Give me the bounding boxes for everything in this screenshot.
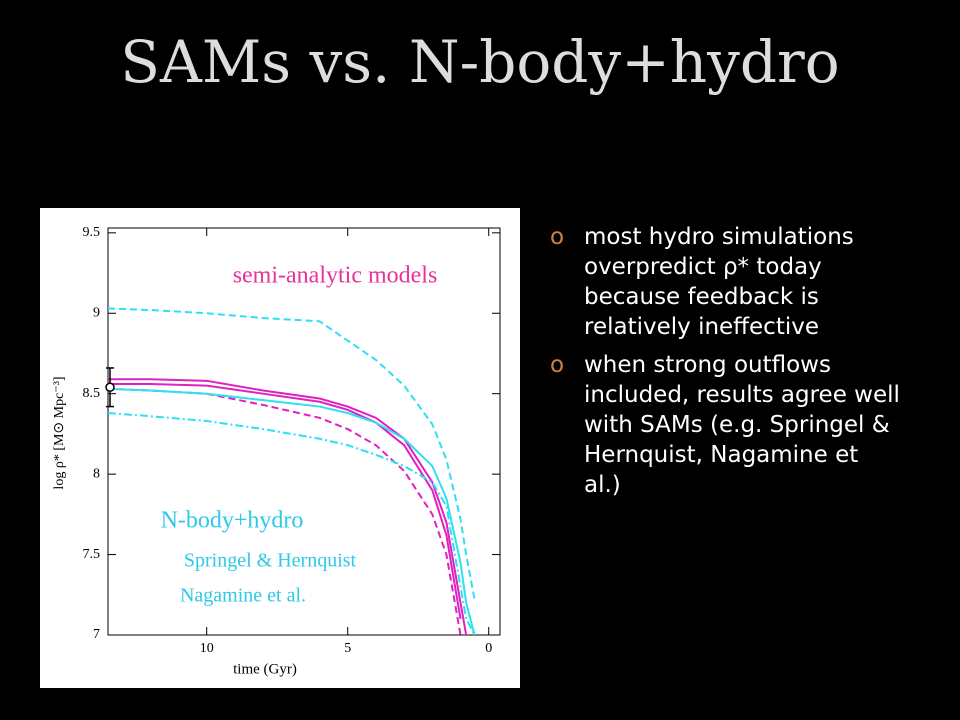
bullet: o most hydro simulations overpredict ρ* t… bbox=[550, 222, 900, 342]
x-tick-label: 0 bbox=[485, 641, 492, 656]
slide-title: SAMs vs. N-body+hydro bbox=[120, 28, 840, 96]
y-tick-label: 9.5 bbox=[83, 225, 101, 240]
annotation: Springel & Hernquist bbox=[184, 550, 357, 572]
bullet-marker: o bbox=[550, 224, 565, 250]
chart: time (Gyr) log ρ* [M⊙ Mpc⁻³] 7 7.5 8 8.5 9 9.… bbox=[40, 208, 520, 688]
y-axis-label: log ρ* [M⊙ Mpc⁻³] bbox=[52, 376, 67, 489]
data-point bbox=[105, 382, 115, 393]
x-axis-label: time (Gyr) bbox=[233, 661, 297, 677]
annotation: semi-analytic models bbox=[233, 263, 438, 289]
y-tick-label: 8 bbox=[93, 466, 100, 481]
y-tick-label: 7 bbox=[93, 627, 100, 642]
data-line bbox=[108, 387, 476, 635]
y-tick-label: 9 bbox=[93, 305, 100, 320]
plot-frame bbox=[107, 227, 501, 636]
data-line bbox=[108, 412, 476, 635]
annotation: N-body+hydro bbox=[161, 508, 304, 534]
bullet-list: o most hydro simulations overpredict ρ* t… bbox=[550, 222, 900, 508]
bullet-marker: o bbox=[550, 352, 565, 378]
x-tick-label: 5 bbox=[344, 641, 351, 656]
bullet: o when strong outflows included, results … bbox=[550, 350, 900, 500]
bullet-text: when strong outflows included, results a… bbox=[584, 352, 900, 498]
annotation: Nagamine et al. bbox=[180, 585, 306, 607]
y-tick-label: 7.5 bbox=[83, 547, 101, 562]
bullet-text: most hydro simulations overpredict ρ* to… bbox=[584, 224, 854, 340]
data-line bbox=[108, 307, 476, 600]
data-line bbox=[108, 383, 462, 620]
x-tick-label: 10 bbox=[200, 641, 214, 656]
y-tick-label: 8.5 bbox=[83, 386, 101, 401]
data-line bbox=[108, 378, 468, 635]
